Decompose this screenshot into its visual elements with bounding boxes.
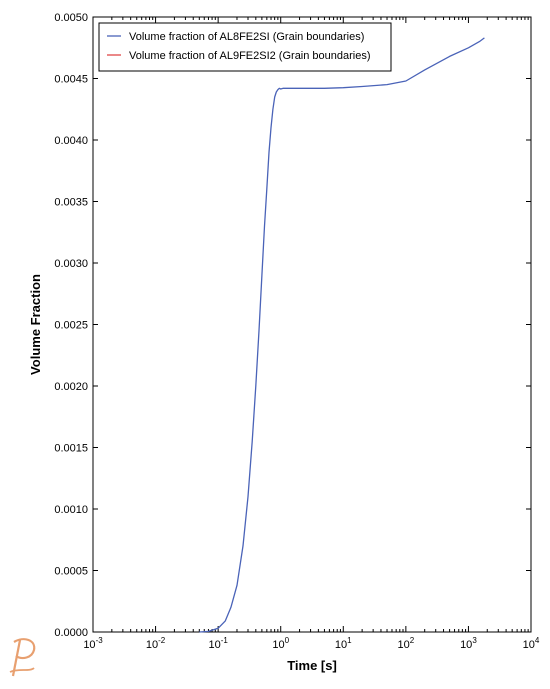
x-tick-label: 104 xyxy=(523,636,540,651)
y-axis: 0.0000 0.0005 0.0010 0.0015 0.0020 0.0025 0.00… xyxy=(54,12,531,639)
series-line-0 xyxy=(199,37,485,633)
series-layer xyxy=(199,37,485,633)
plot-frame xyxy=(92,16,532,633)
x-tick-label: 10-2 xyxy=(146,636,166,651)
y-tick-label: 0.0015 xyxy=(54,443,88,455)
y-tick-label: 0.0020 xyxy=(54,381,88,393)
legend-box xyxy=(98,22,392,72)
plot-area xyxy=(92,16,532,633)
legend-label: Volume fraction of AL8FE2SI (Grain bound… xyxy=(129,31,364,43)
y-tick-label: 0.0050 xyxy=(54,12,88,24)
x-axis-title: Time [s] xyxy=(287,658,337,673)
y-tick-label: 0.0045 xyxy=(54,74,88,86)
y-tick-label: 0.0025 xyxy=(54,320,88,332)
legend: Volume fraction of AL8FE2SI (Grain bound… xyxy=(98,22,392,72)
x-axis: 10-3 10-2 10-1 100 101 102 103 104 xyxy=(83,17,540,651)
legend-label: Volume fraction of AL9FE2SI2 (Grain boun… xyxy=(129,50,371,62)
x-tick-label: 101 xyxy=(335,636,352,651)
y-tick-label: 0.0035 xyxy=(54,197,88,209)
x-tick-label: 10-1 xyxy=(208,636,228,651)
x-tick-label: 102 xyxy=(398,636,415,651)
x-tick-label: 103 xyxy=(460,636,477,651)
y-tick-label: 0.0000 xyxy=(54,627,88,639)
y-tick-label: 0.0005 xyxy=(54,566,88,578)
y-tick-label: 0.0010 xyxy=(54,504,88,516)
x-tick-label: 10-3 xyxy=(83,636,103,651)
y-axis-title: Volume Fraction xyxy=(28,274,43,375)
y-tick-label: 0.0030 xyxy=(54,258,88,270)
y-tick-label: 0.0040 xyxy=(54,135,88,147)
thermo-calc-logo-icon xyxy=(9,638,36,677)
x-tick-label: 100 xyxy=(272,636,289,651)
